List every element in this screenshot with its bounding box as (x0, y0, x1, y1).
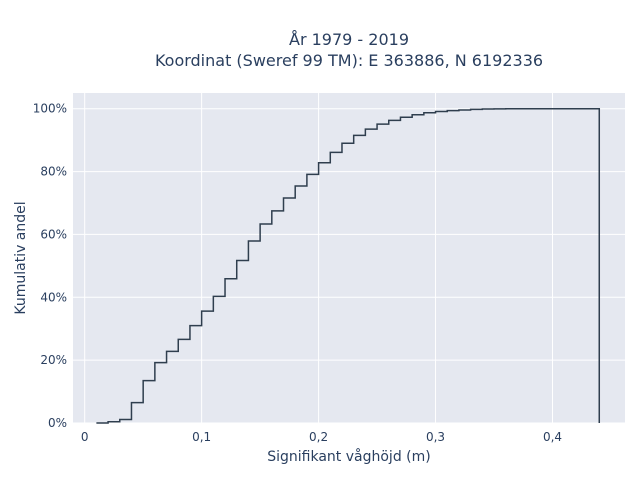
chart-subtitle: Koordinat (Sweref 99 TM): E 363886, N 61… (155, 51, 543, 70)
series-layer (96, 107, 601, 424)
x-tick-label: 0,1 (192, 430, 211, 444)
y-tick-label: 40% (40, 290, 67, 304)
y-tick-label: 60% (40, 227, 67, 241)
grid (73, 93, 625, 424)
y-tick-label: 80% (40, 165, 67, 179)
x-axis-ticks: 0 0,1 0,2 0,3 0,4 (81, 430, 562, 444)
y-axis-title: Kumulativ andel (13, 201, 29, 314)
chart-title: År 1979 - 2019 (289, 30, 409, 49)
y-tick-label: 20% (40, 353, 67, 367)
x-tick-label: 0,3 (426, 430, 445, 444)
x-tick-label: 0,4 (543, 430, 562, 444)
x-axis-title: Signifikant våghöjd (m) (267, 448, 430, 465)
cdf-step-line (96, 107, 601, 424)
y-tick-label: 0% (48, 416, 67, 430)
x-tick-label: 0,2 (309, 430, 328, 444)
y-axis-ticks: 0% 20% 40% 60% 80% 100% (33, 102, 67, 430)
x-tick-label: 0 (81, 430, 89, 444)
y-tick-label: 100% (33, 102, 67, 116)
plot-area (73, 93, 625, 423)
